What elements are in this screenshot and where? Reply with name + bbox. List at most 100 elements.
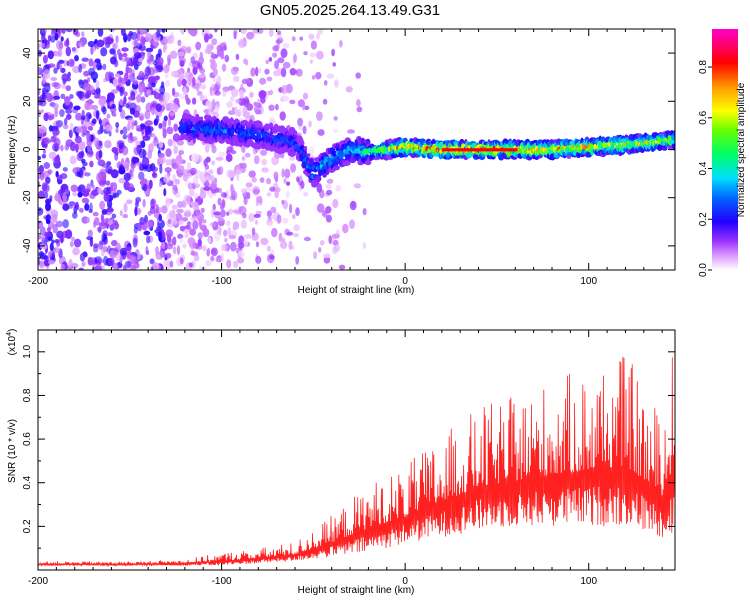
spectrogram-cell <box>71 46 78 54</box>
spectrogram-cell <box>53 95 61 100</box>
spectrogram-cell <box>220 53 225 60</box>
snr-multiplier-base: (x10 <box>7 335 18 355</box>
spectrogram-cell <box>118 167 126 175</box>
spectrogram-cell <box>275 39 282 44</box>
spectrogram-cell <box>112 182 118 192</box>
spectrogram-cell <box>40 109 44 114</box>
spectrogram-xtick-label: 100 <box>580 276 597 287</box>
spectrogram-cell <box>189 29 198 37</box>
spectrogram-cell <box>129 107 136 115</box>
spectrogram-cell <box>138 161 143 171</box>
spectrogram-cell <box>125 103 130 109</box>
spectrogram-cell <box>144 33 153 42</box>
spectrogram-cell <box>332 62 337 67</box>
spectrogram-cell <box>93 246 99 253</box>
spectrogram-cell <box>266 245 272 252</box>
spectrogram-cell <box>334 79 339 88</box>
spectrogram-cell <box>152 262 160 270</box>
spectrogram-cell <box>245 182 253 188</box>
spectrogram-cell <box>196 212 205 222</box>
spectrogram-cell <box>44 82 51 93</box>
spectrogram-core-cell <box>487 148 490 152</box>
spectrogram-cell <box>152 41 160 47</box>
spectrogram-core-cell <box>458 148 461 152</box>
spectrogram-cell <box>125 67 133 74</box>
spectrogram-cell <box>323 256 331 264</box>
spectrogram-cell <box>61 83 67 89</box>
spectrogram-cell <box>60 263 65 270</box>
spectrogram-cell <box>112 109 117 115</box>
spectrogram-signal-cell <box>199 116 204 121</box>
spectrogram-cell <box>272 52 278 58</box>
spectrogram-cell <box>120 109 126 119</box>
spectrogram-signal-cell <box>271 134 275 140</box>
spectrogram-cell <box>351 200 356 208</box>
spectrogram-cell <box>328 235 332 245</box>
spectrogram-cell <box>61 194 68 200</box>
spectrogram-cell <box>62 203 70 211</box>
spectrogram-cell <box>219 42 227 51</box>
spectrogram-core-cell <box>469 148 472 152</box>
spectrogram-cell <box>138 72 146 79</box>
spectrogram-cell <box>362 242 367 249</box>
spectrogram-cell <box>59 173 68 180</box>
spectrogram-cell <box>119 98 123 106</box>
spectrogram-cell <box>155 204 159 214</box>
spectrogram-cell <box>211 160 216 166</box>
spectrogram-cell <box>192 183 201 189</box>
spectrogram-cell <box>175 155 183 165</box>
spectrogram-cell <box>167 138 173 147</box>
spectrogram-cell <box>89 160 94 168</box>
spectrogram-core-cell <box>481 148 484 152</box>
spectrogram-signal-cell <box>234 118 239 122</box>
spectrogram-cell <box>38 42 46 48</box>
spectrogram-cell <box>91 184 95 190</box>
spectrogram-signal-cell <box>258 123 262 129</box>
spectrogram-cell <box>152 171 156 177</box>
spectrogram-cell <box>134 262 140 269</box>
spectrogram-cell <box>210 208 216 218</box>
spectrogram-cell <box>65 29 73 33</box>
spectrogram-cell <box>144 66 151 77</box>
spectrogram-cell <box>172 246 177 255</box>
spectrogram-xtick-label: -100 <box>212 276 232 287</box>
spectrogram-cell <box>238 250 245 258</box>
spectrogram-core-cell <box>449 148 452 152</box>
spectrogram-cell <box>170 70 179 78</box>
spectrogram-cell <box>67 71 71 78</box>
spectrogram-cell <box>220 191 228 198</box>
spectrogram-cell <box>228 170 236 178</box>
spectrogram-cell <box>87 229 93 238</box>
spectrogram-cell <box>186 162 192 170</box>
spectrogram-core-cell <box>500 148 503 152</box>
spectrogram-cell <box>126 199 133 205</box>
spectrogram-cell <box>102 245 108 253</box>
spectrogram-core-cell <box>478 148 481 152</box>
spectrogram-cell <box>62 198 67 205</box>
spectrogram-cell <box>118 104 123 113</box>
spectrogram-signal-cell <box>303 146 308 151</box>
spectrogram-cell <box>214 29 218 33</box>
spectrogram-cell <box>246 31 255 40</box>
spectrogram-cell <box>266 76 273 82</box>
spectrogram-cell <box>64 96 71 106</box>
spectrogram-cell <box>189 188 195 197</box>
spectrogram-cell <box>124 72 129 82</box>
spectrogram-cell <box>103 255 109 266</box>
spectrogram-signal-cell <box>322 173 327 178</box>
spectrogram-cell <box>249 91 254 98</box>
spectrogram-cell <box>143 230 151 236</box>
spectrogram-cell <box>289 203 293 214</box>
spectrogram-cell <box>160 81 165 89</box>
spectrogram-cell <box>38 67 44 76</box>
spectrogram-cell <box>258 67 262 74</box>
spectrogram-cell <box>163 158 172 164</box>
spectrogram-cell <box>84 203 90 211</box>
spectrogram-cell <box>134 52 142 59</box>
spectrogram-cell <box>309 59 313 64</box>
spectrogram-core-cell <box>503 148 506 152</box>
spectrogram-cell <box>225 153 233 162</box>
spectrogram-cell <box>199 68 206 74</box>
spectrogram-cell <box>286 190 290 199</box>
spectrogram-core-cell <box>480 148 483 152</box>
